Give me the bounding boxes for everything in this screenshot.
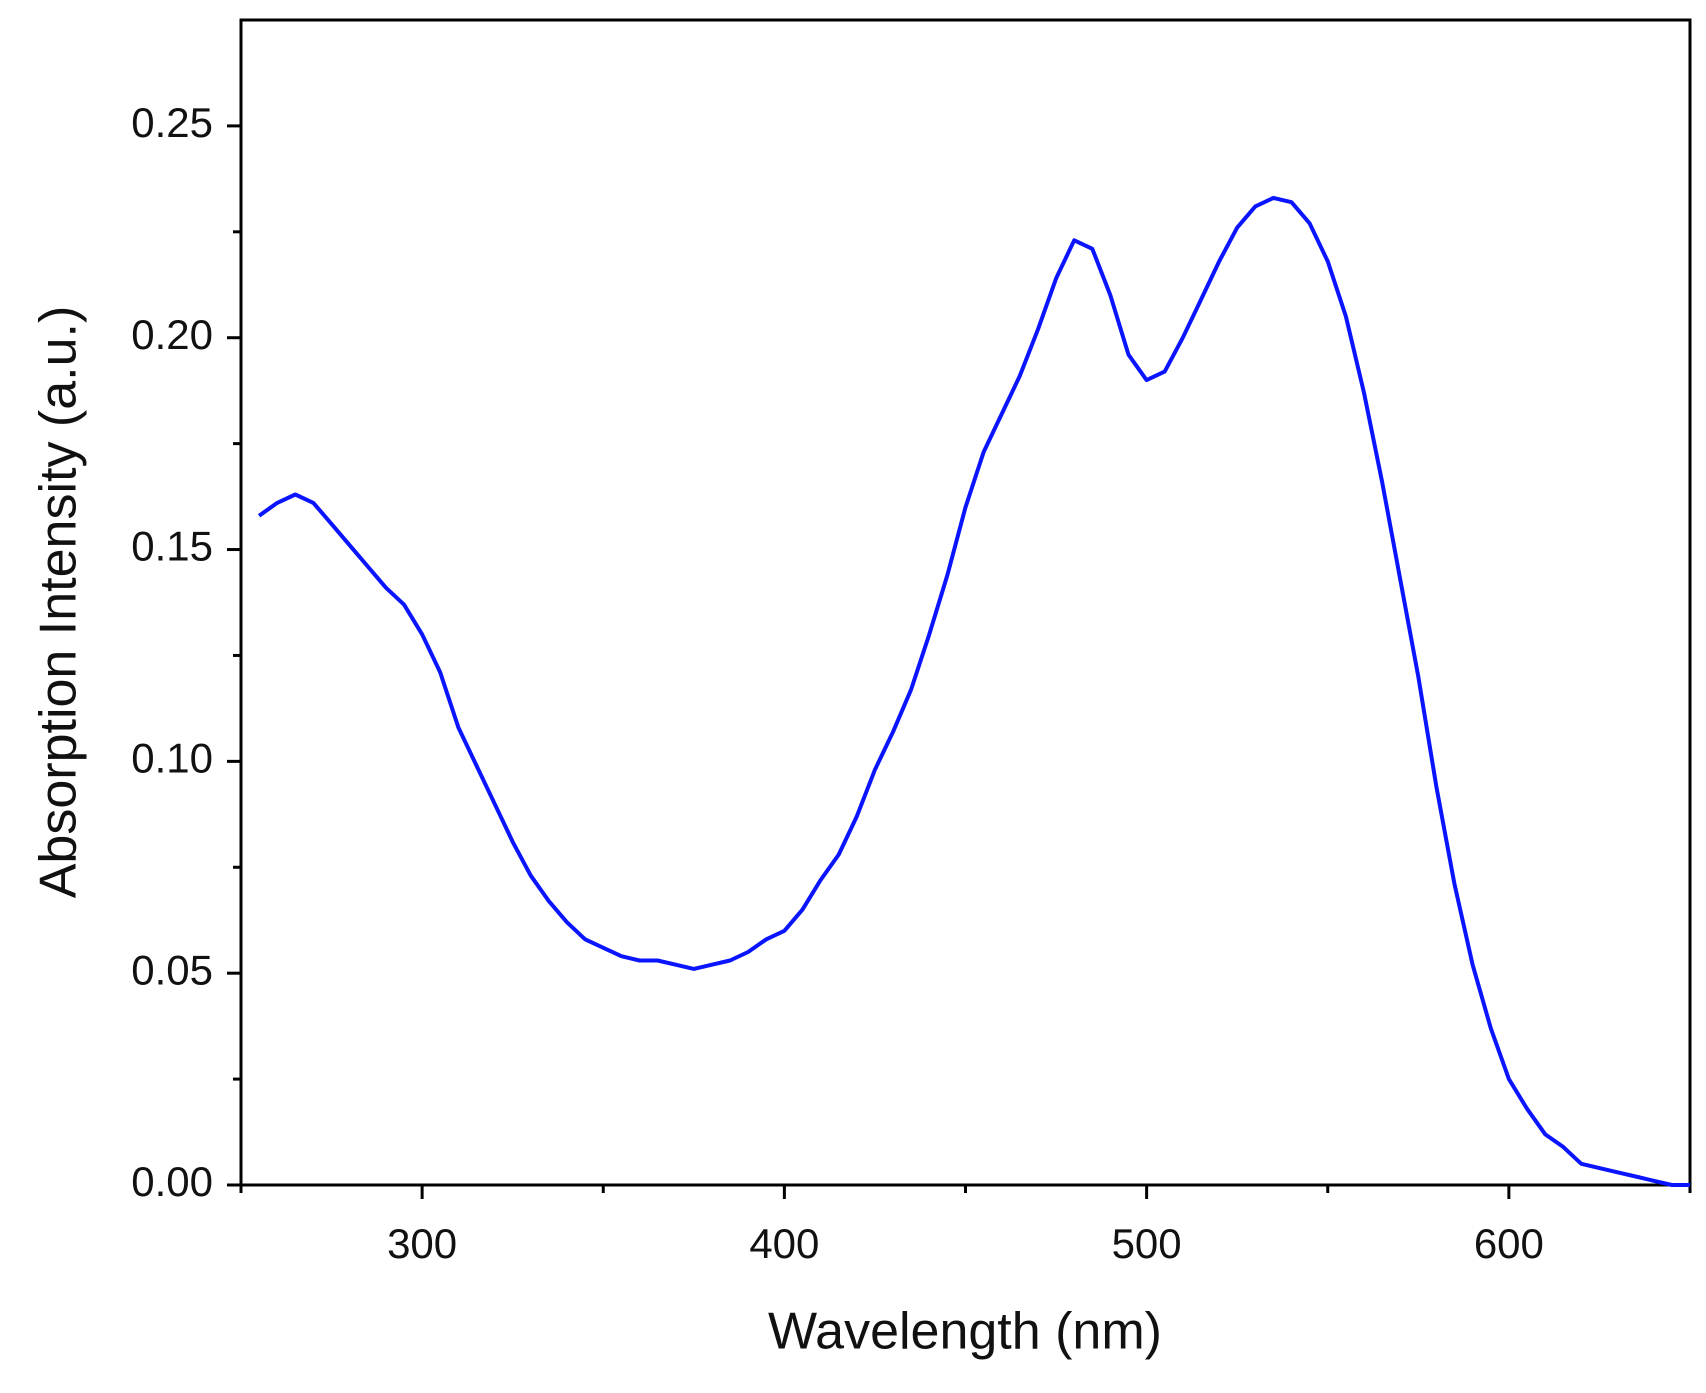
x-tick-label: 300 — [387, 1220, 457, 1267]
y-tick-label: 0.05 — [131, 946, 213, 993]
y-tick-label: 0.00 — [131, 1158, 213, 1205]
x-tick-label: 400 — [749, 1220, 819, 1267]
spectrum-line — [257, 195, 1690, 1187]
y-tick-label: 0.25 — [131, 99, 213, 146]
plot-frame — [239, 18, 1692, 1187]
y-axis-label: Absorption Intensity (a.u.) — [30, 306, 88, 899]
y-tick-label: 0.10 — [131, 734, 213, 781]
y-tick-label: 0.20 — [131, 311, 213, 358]
x-tick-label: 500 — [1112, 1220, 1182, 1267]
x-tick-label: 600 — [1474, 1220, 1544, 1267]
x-axis-label: Wavelength (nm) — [768, 1303, 1162, 1361]
y-tick-label: 0.15 — [131, 523, 213, 570]
